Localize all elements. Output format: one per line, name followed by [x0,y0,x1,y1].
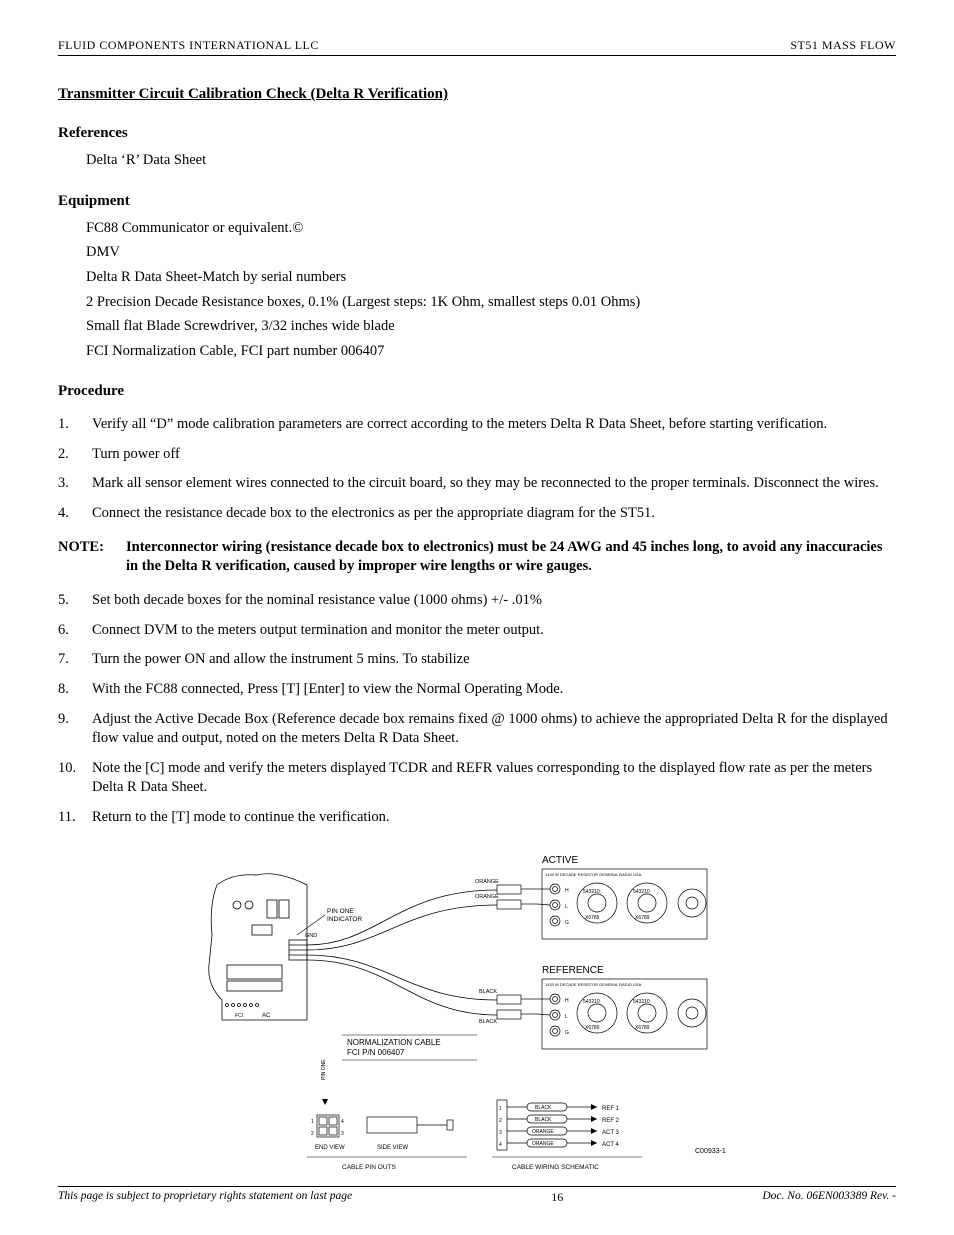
svg-text:G: G [565,1030,569,1036]
drawing-number: C00933-1 [695,1148,726,1155]
equipment-item: Delta R Data Sheet-Match by serial numbe… [86,265,896,290]
svg-text:1: 1 [311,1119,314,1125]
svg-text:2: 2 [499,1118,502,1124]
references-item: Delta ‘R’ Data Sheet [86,148,896,173]
end-view-label: END VIEW [315,1145,345,1151]
svg-text:PIN ONE: PIN ONE [321,1059,327,1080]
svg-text:2: 2 [311,1131,314,1137]
equipment-item: FC88 Communicator or equivalent.© [86,216,896,241]
procedure-list-a: Verify all “D” mode calibration paramete… [58,415,896,523]
svg-text:FCI: FCI [235,1013,243,1019]
svg-text:X6789: X6789 [635,915,650,921]
cable-pinouts-diagram: 1 4 2 3 PIN ONE [311,1059,453,1137]
page-footer: This page is subject to proprietary righ… [58,1186,896,1205]
procedure-step: Set both decade boxes for the nominal re… [58,591,896,611]
svg-text:L: L [565,904,568,910]
svg-text:1433 W DECADE RESISTOR GENERA: 1433 W DECADE RESISTOR GENERAL RADIO USA [545,872,642,877]
references-heading: References [58,125,896,142]
cable-wiring-label: CABLE WIRING SCHEMATIC [512,1164,599,1171]
page-header: FLUID COMPONENTS INTERNATIONAL LLC ST51 … [58,38,896,56]
procedure-list-b: Set both decade boxes for the nominal re… [58,591,896,827]
wire-terminals [497,885,537,1019]
procedure-step: Mark all sensor element wires connected … [58,474,896,494]
svg-text:L: L [565,1014,568,1020]
procedure-step: Return to the [T] mode to continue the v… [58,808,896,828]
cable-pinouts-label: CABLE PIN OUTS [342,1164,396,1171]
wire-color-orange: ORANGE [532,1129,554,1135]
procedure-step: Turn the power ON and allow the instrume… [58,650,896,670]
wire-color-black: BLACK [535,1105,552,1111]
svg-text:543210: 543210 [583,889,600,895]
equipment-item: FCI Normalization Cable, FCI part number… [86,339,896,364]
circuit-board-icon: AC FCI [209,874,307,1020]
equipment-list: FC88 Communicator or equivalent.© DMV De… [86,216,896,364]
equipment-item: DMV [86,240,896,265]
procedure-step: With the FC88 connected, Press [T] [Ente… [58,680,896,700]
svg-text:H: H [565,888,569,894]
equipment-heading: Equipment [58,193,896,210]
wire-color-black: BLACK [535,1117,552,1123]
footer-right: Doc. No. 06EN003389 Rev. - [762,1190,896,1205]
black-label: BLACK [479,1019,497,1025]
equipment-item: 2 Precision Decade Resistance boxes, 0.1… [86,290,896,315]
svg-text:X6789: X6789 [585,1025,600,1031]
side-view-label: SIDE VIEW [377,1145,408,1151]
procedure-step: Connect DVM to the meters output termina… [58,621,896,641]
active-decade-box: 1433 W DECADE RESISTOR GENERAL RADIO USA… [542,869,707,939]
footer-left: This page is subject to proprietary righ… [58,1190,352,1205]
svg-text:543210: 543210 [633,999,650,1005]
references-list: Delta ‘R’ Data Sheet [86,148,896,173]
norm-cable-label-1: NORMALIZATION CABLE [347,1038,441,1047]
procedure-step: Note the [C] mode and verify the meters … [58,759,896,798]
pin-one-indicator-label: INDICATOR [327,916,362,923]
procedure-step: Turn power off [58,445,896,465]
header-right: ST51 MASS FLOW [790,38,896,53]
pin-one-label: PIN ONE [327,908,354,915]
procedure-step: Verify all “D” mode calibration paramete… [58,415,896,435]
svg-text:543210: 543210 [583,999,600,1005]
procedure-note: NOTE: Interconnector wiring (resistance … [58,538,896,577]
svg-text:1: 1 [499,1106,502,1112]
wiring-diagram: AC FCI PIN ONE INDICATOR GND ORANGE [58,845,896,1190]
svg-text:AC: AC [262,1013,271,1019]
svg-text:4: 4 [499,1142,502,1148]
wire-color-orange: ORANGE [532,1141,554,1147]
note-label: NOTE: [58,538,126,577]
svg-text:G: G [565,920,569,926]
footer-page-number: 16 [551,1190,563,1205]
svg-text:X6789: X6789 [585,915,600,921]
ref2-label: REF 2 [602,1118,620,1124]
reference-label: REFERENCE [542,965,604,976]
svg-text:X6789: X6789 [635,1025,650,1031]
reference-decade-box: 1433 W DECADE RESISTOR GENERAL RADIO USA… [542,979,707,1049]
equipment-item: Small flat Blade Screwdriver, 3/32 inche… [86,314,896,339]
orange-label: ORANGE [475,879,499,885]
svg-text:3: 3 [499,1130,502,1136]
procedure-heading: Procedure [58,383,896,400]
note-text: Interconnector wiring (resistance decade… [126,538,896,577]
svg-text:3: 3 [341,1131,344,1137]
svg-text:543210: 543210 [633,889,650,895]
page: FLUID COMPONENTS INTERNATIONAL LLC ST51 … [0,0,954,1235]
svg-text:H: H [565,998,569,1004]
act4-label: ACT 4 [602,1142,620,1148]
active-label: ACTIVE [542,855,578,866]
black-label: BLACK [479,989,497,995]
act3-label: ACT 3 [602,1130,620,1136]
ref1-label: REF 1 [602,1106,620,1112]
header-left: FLUID COMPONENTS INTERNATIONAL LLC [58,38,319,53]
svg-text:1433 W DECADE RESISTOR GENERA: 1433 W DECADE RESISTOR GENERAL RADIO USA [545,982,642,987]
procedure-step: Adjust the Active Decade Box (Reference … [58,710,896,749]
svg-text:4: 4 [341,1119,344,1125]
orange-label: ORANGE [475,894,499,900]
gnd-label: GND [305,933,317,939]
page-title: Transmitter Circuit Calibration Check (D… [58,86,896,103]
norm-cable-label-2: FCI P/N 006407 [347,1048,405,1057]
procedure-step: Connect the resistance decade box to the… [58,504,896,524]
